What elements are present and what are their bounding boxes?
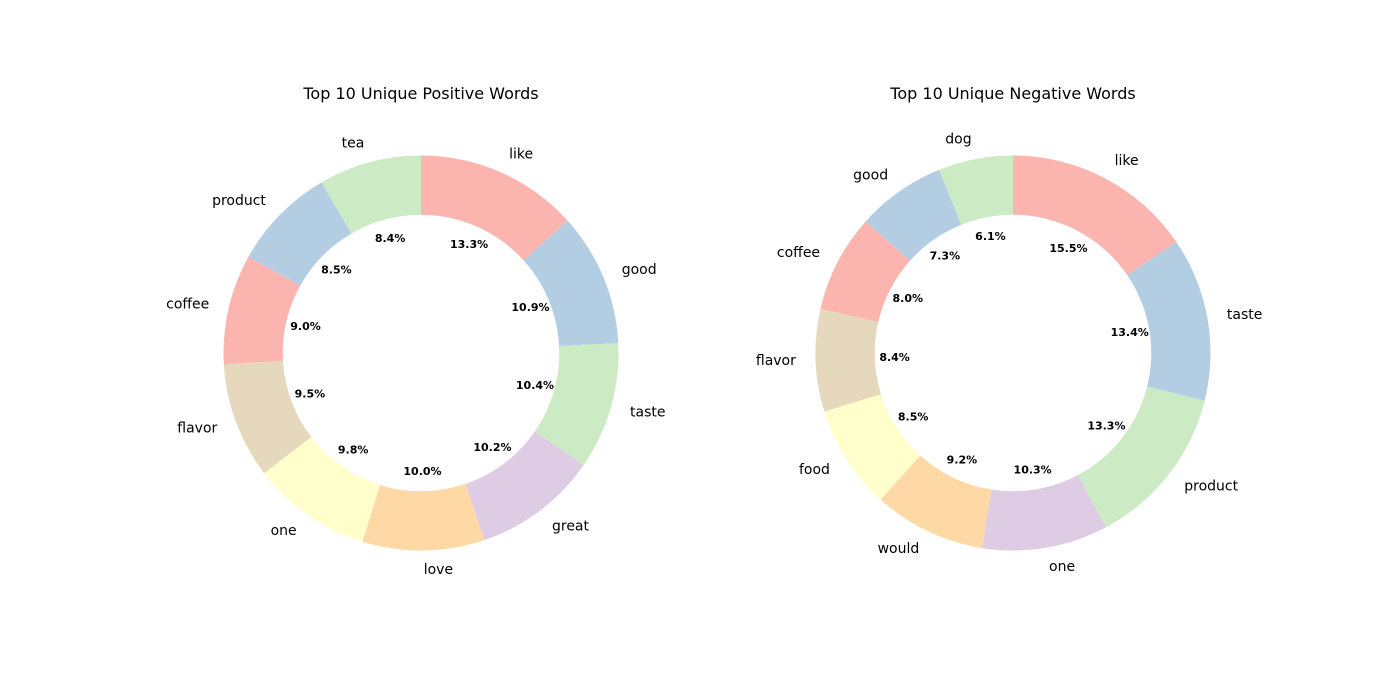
percent-label: 10.3%	[1014, 463, 1052, 476]
percent-label: 13.4%	[1111, 326, 1149, 339]
percent-label: 9.2%	[947, 453, 978, 466]
slices	[815, 155, 1211, 551]
percent-label: 8.5%	[898, 410, 929, 423]
percent-label: 9.5%	[295, 388, 326, 401]
slice-like	[421, 155, 568, 261]
percent-label: 8.5%	[321, 264, 352, 277]
slice-label: product	[212, 193, 266, 209]
slice-taste	[1127, 241, 1211, 401]
slice-product	[1078, 386, 1205, 528]
percent-label: 8.4%	[375, 232, 406, 245]
percent-label: 10.0%	[403, 465, 441, 478]
percent-label: 9.0%	[290, 320, 321, 333]
slices	[223, 155, 619, 551]
slice-label: great	[552, 518, 590, 534]
slice-label: love	[424, 562, 453, 578]
slice-label: like	[509, 146, 533, 162]
slice-label: product	[1184, 479, 1238, 495]
percent-label: 13.3%	[450, 238, 488, 251]
slice-label: food	[799, 462, 830, 478]
slice-tea	[321, 155, 421, 234]
slice-product	[248, 182, 352, 286]
slice-label: taste	[630, 404, 665, 420]
slice-love	[362, 483, 485, 551]
slice-taste	[534, 343, 619, 466]
percent-label: 10.4%	[516, 379, 554, 392]
negative-words-donut-chart: Top 10 Unique Negative Words like 15.5% ta…	[756, 84, 1262, 575]
percent-label: 8.0%	[892, 292, 923, 305]
slice-dog	[939, 155, 1013, 225]
percent-label: 10.2%	[473, 441, 511, 454]
slice-label: coffee	[166, 296, 209, 312]
slice-label: one	[1049, 559, 1075, 575]
slice-label: flavor	[756, 353, 796, 369]
slice-food	[824, 394, 921, 500]
slice-one	[264, 437, 380, 542]
slice-flavor	[815, 308, 881, 412]
positive-words-donut-chart: Top 10 Unique Positive Words like 13.3% go…	[166, 84, 665, 578]
percent-label: 8.4%	[879, 351, 910, 364]
percent-label: 15.5%	[1049, 242, 1087, 255]
slice-great	[465, 431, 584, 541]
slice-like	[1013, 155, 1177, 276]
slice-label: dog	[945, 132, 971, 148]
slice-flavor	[223, 360, 312, 474]
slice-label: good	[853, 167, 888, 183]
percent-label: 7.3%	[930, 250, 961, 263]
percent-label: 9.8%	[338, 444, 369, 457]
slice-good	[523, 220, 619, 347]
slice-coffee	[820, 221, 910, 322]
slice-label: taste	[1227, 307, 1262, 323]
percent-label: 13.3%	[1087, 419, 1125, 432]
labels: like 15.5% taste 13.4% product 13.3% one 10.3% w…	[756, 132, 1262, 576]
slice-good	[865, 169, 962, 261]
slice-label: would	[878, 541, 920, 557]
slice-one	[982, 474, 1106, 551]
chart-title: Top 10 Unique Negative Words	[889, 84, 1135, 103]
percent-label: 10.9%	[511, 301, 549, 314]
slice-would	[880, 455, 992, 549]
slice-coffee	[223, 256, 301, 365]
slice-label: one	[271, 523, 297, 539]
slice-label: tea	[342, 135, 365, 151]
percent-label: 6.1%	[975, 230, 1006, 243]
labels: like 13.3% good 10.9% taste 10.4% great 10.2% lo…	[166, 135, 665, 578]
slice-label: like	[1115, 153, 1139, 169]
slice-label: coffee	[777, 245, 820, 261]
chart-title: Top 10 Unique Positive Words	[302, 84, 538, 103]
slice-label: flavor	[177, 421, 217, 437]
slice-label: good	[622, 262, 657, 278]
